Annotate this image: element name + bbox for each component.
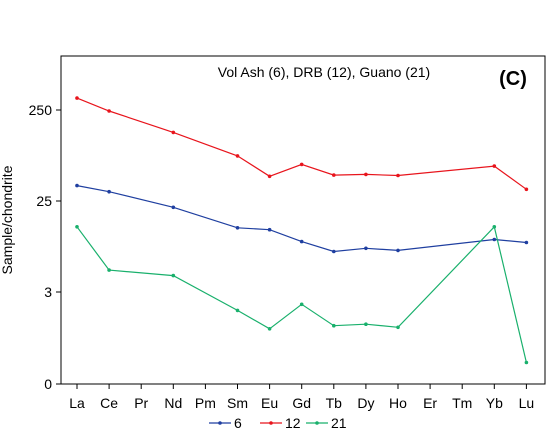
x-tick-label: Er (423, 395, 437, 411)
legend-item: 12 (260, 415, 301, 431)
legend-marker (218, 421, 222, 425)
legend: 6 12 21 (209, 415, 347, 431)
y-axis-label: Sample/chondrite (0, 165, 15, 274)
data-point (332, 249, 336, 254)
data-point (235, 226, 240, 230)
data-point (75, 183, 79, 188)
data-point (492, 237, 497, 242)
data-point (171, 273, 176, 278)
legend-marker (269, 421, 273, 425)
legend-marker (315, 421, 319, 425)
y-tick-label: 0 (44, 376, 52, 392)
x-tick-label: Lu (519, 395, 535, 411)
series-12 (75, 96, 529, 192)
data-point (171, 130, 176, 135)
series-layer (75, 96, 529, 365)
y-axis: 0 3 25 250 (29, 102, 61, 392)
data-point (75, 225, 79, 229)
series-6 (75, 183, 529, 254)
data-point (235, 308, 240, 313)
legend-item: 21 (306, 415, 347, 431)
x-tick-label: Gd (292, 395, 311, 411)
data-point (332, 323, 336, 328)
y-tick-label: 250 (29, 102, 53, 118)
data-point (75, 96, 79, 100)
y-tick-label: 3 (44, 284, 52, 300)
legend-label: 21 (331, 415, 347, 431)
x-tick-label: Yb (486, 395, 503, 411)
x-tick-label: Tb (326, 395, 343, 411)
data-point (267, 227, 272, 232)
x-tick-label: Pr (134, 395, 148, 411)
data-point (299, 239, 304, 244)
data-point (267, 327, 272, 331)
x-tick-label: Eu (261, 395, 278, 411)
legend-label: 12 (285, 415, 301, 431)
data-point (235, 154, 240, 158)
x-tick-label: Pm (195, 395, 216, 411)
data-point (107, 189, 111, 194)
data-point (492, 225, 497, 229)
x-tick-label: Sm (227, 395, 248, 411)
series-21 (75, 225, 529, 365)
x-tick-label: Dy (357, 395, 374, 411)
panel-label: (C) (499, 68, 527, 90)
data-point (364, 172, 368, 177)
data-point (267, 174, 272, 179)
x-axis: La Ce Pr Nd Pm Sm Eu Gd Tb Dy Ho Er Tm Yb Lu (69, 384, 534, 411)
legend-label: 6 (234, 415, 242, 431)
x-tick-label: Ho (389, 395, 407, 411)
data-point (364, 246, 368, 251)
data-point (107, 109, 111, 113)
chart-title: Vol Ash (6), DRB (12), Guano (21) (218, 64, 430, 80)
data-point (364, 322, 368, 327)
x-tick-label: Tm (452, 395, 472, 411)
data-point (396, 173, 400, 178)
data-point (299, 162, 304, 167)
data-point (492, 164, 497, 168)
data-point (524, 360, 529, 365)
data-point (524, 240, 529, 245)
data-point (396, 325, 400, 330)
x-tick-label: Nd (164, 395, 182, 411)
y-tick-label: 25 (36, 193, 52, 209)
data-point (107, 268, 111, 272)
x-tick-label: La (69, 395, 85, 411)
data-point (171, 205, 176, 210)
x-tick-label: Ce (100, 395, 118, 411)
data-point (299, 302, 304, 307)
legend-item: 6 (209, 415, 242, 431)
plot-area (60, 55, 546, 385)
data-point (396, 248, 400, 253)
data-point (332, 173, 336, 177)
data-point (524, 187, 529, 192)
